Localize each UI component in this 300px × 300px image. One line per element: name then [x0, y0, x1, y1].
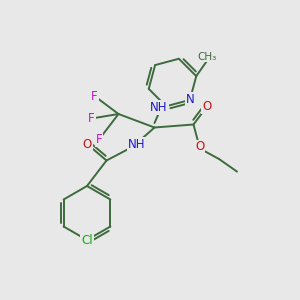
Text: Cl: Cl — [81, 233, 93, 247]
Text: O: O — [82, 137, 91, 151]
Text: N: N — [185, 93, 194, 106]
Text: NH: NH — [150, 101, 168, 114]
Text: O: O — [202, 100, 211, 113]
Text: F: F — [96, 133, 102, 146]
Text: NH: NH — [128, 137, 145, 151]
Text: F: F — [91, 89, 98, 103]
Text: F: F — [88, 112, 95, 125]
Text: O: O — [195, 140, 204, 154]
Text: CH₃: CH₃ — [197, 52, 216, 61]
